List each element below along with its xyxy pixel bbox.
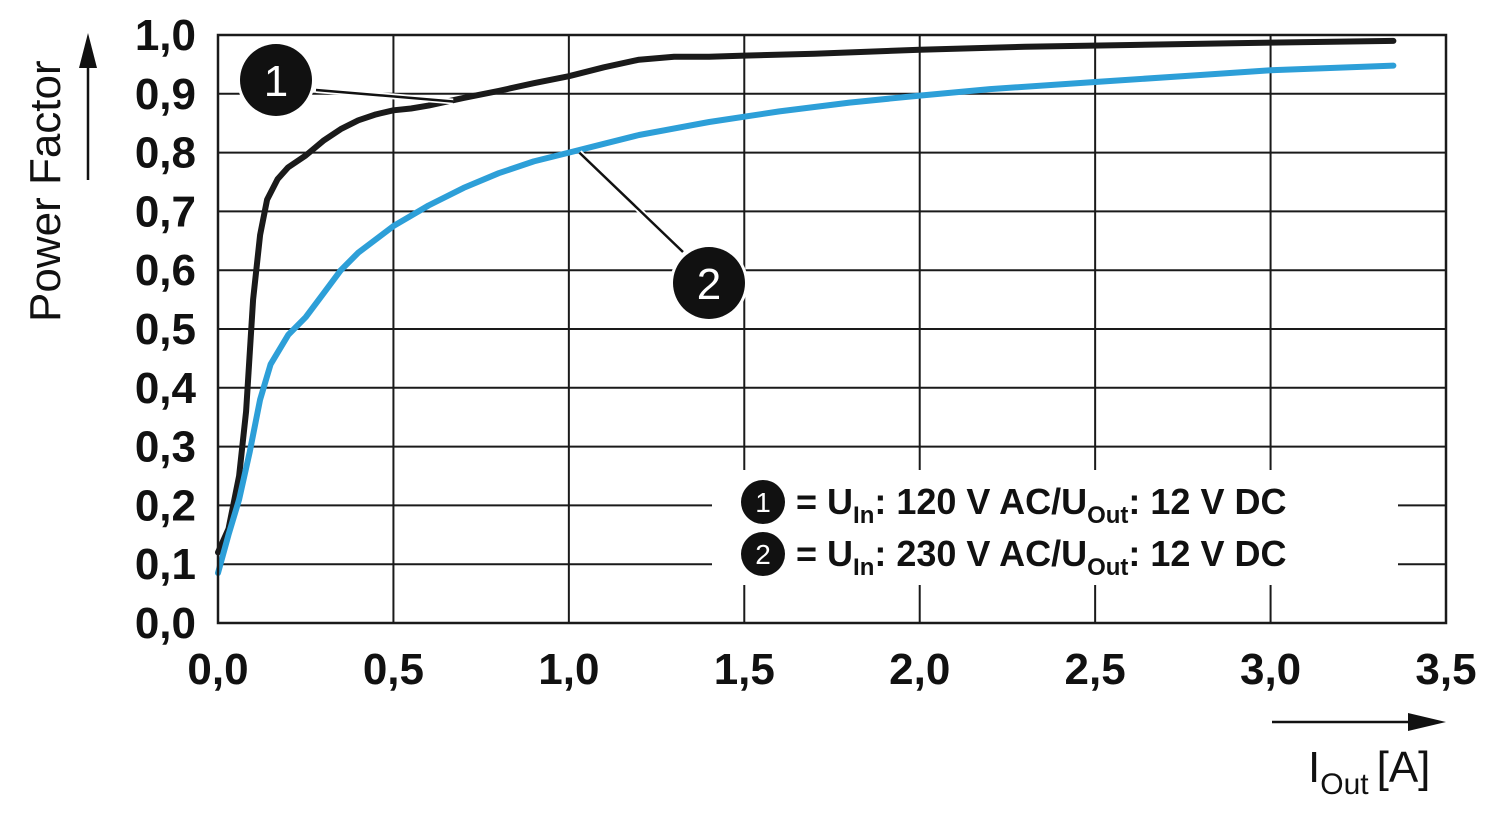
x-tick-label: 1,5 [714, 645, 775, 694]
legend-text-part: In [853, 502, 874, 529]
legend-entries: 1 = UIn: 120 V AC/UOut: 12 V DC2 = UIn: 23… [741, 480, 1286, 581]
legend-text-part: = U [796, 481, 853, 522]
callout-leader-line [578, 151, 684, 253]
grid [218, 35, 1446, 623]
x-tick-label: 3,5 [1415, 645, 1476, 694]
x-axis-arrow-head-icon [1408, 713, 1446, 731]
y-tick-label: 0,2 [135, 481, 196, 530]
x-tick-label: 3,0 [1240, 645, 1301, 694]
y-tick-label: 0,0 [135, 599, 196, 648]
y-tick-label: 1,0 [135, 11, 196, 60]
x-tick-label: 0,5 [363, 645, 424, 694]
legend-badge-2 [741, 532, 785, 576]
legend-badge-1 [741, 480, 785, 524]
y-tick-label: 0,4 [135, 364, 197, 413]
legend-box [712, 470, 1398, 585]
x-tick-label: 2,5 [1065, 645, 1126, 694]
y-axis-arrow-head-icon [79, 33, 97, 68]
x-tick-label: 0,0 [187, 645, 248, 694]
series-line-2 [215, 62, 1397, 576]
legend-text-part: : 12 V DC [1128, 481, 1286, 522]
y-tick-label: 0,9 [135, 70, 196, 119]
y-tick-label: 0,8 [135, 129, 196, 178]
x-tick-label: 1,0 [538, 645, 599, 694]
legend-text-part: In [853, 554, 874, 581]
x-axis-label-unit: [A] [1377, 743, 1431, 792]
legend-text-part: Out [1087, 502, 1128, 529]
callout-leader-line [315, 88, 454, 103]
series-line-1 [215, 37, 1397, 556]
legend-text-part: : 12 V DC [1128, 533, 1286, 574]
callout-badge-label: 1 [264, 57, 288, 106]
y-axis-label-group: Power Factor [21, 33, 97, 322]
legend-entry-2: = UIn: 230 V AC/UOut: 12 V DC [796, 533, 1286, 581]
y-axis-label: Power Factor [21, 60, 70, 322]
legend-text-part: : 230 V AC/U [874, 533, 1087, 574]
x-tick-label: 2,0 [889, 645, 950, 694]
callout-badge-2 [673, 247, 745, 319]
callout-badge-label: 2 [697, 260, 721, 309]
y-tick-label: 0,5 [135, 305, 196, 354]
y-tick-label: 0,1 [135, 540, 196, 589]
y-tick-label: 0,6 [135, 246, 196, 295]
legend-text-part: = U [796, 533, 853, 574]
y-tick-label: 0,7 [135, 187, 196, 236]
callouts: 12 [237, 41, 748, 322]
series-group [215, 37, 1397, 576]
legend-text-part: : 120 V AC/U [874, 481, 1087, 522]
x-tick-labels: 0,0 0,5 1,0 1,5 2,0 2,5 3,0 3,5 [187, 645, 1476, 694]
legend-text-part: Out [1087, 554, 1128, 581]
y-tick-labels: 0,0 0,1 0,2 0,3 0,4 0,5 0,6 0,7 0,8 0,9 1,0 [135, 11, 197, 648]
x-axis-label-group: IOut [A] [1272, 713, 1446, 801]
y-tick-label: 0,3 [135, 423, 196, 472]
x-axis-label: IOut [A] [1308, 743, 1430, 801]
legend-entry-1: = UIn: 120 V AC/UOut: 12 V DC [796, 481, 1286, 529]
legend-badge-label: 2 [755, 539, 771, 570]
legend [712, 470, 1398, 585]
x-axis-label-sub: Out [1320, 768, 1369, 801]
plot-frame [216, 33, 1448, 625]
legend-badge-label: 1 [755, 487, 771, 518]
callout-badge-1 [240, 44, 312, 116]
x-axis-label-main: I [1308, 743, 1320, 792]
